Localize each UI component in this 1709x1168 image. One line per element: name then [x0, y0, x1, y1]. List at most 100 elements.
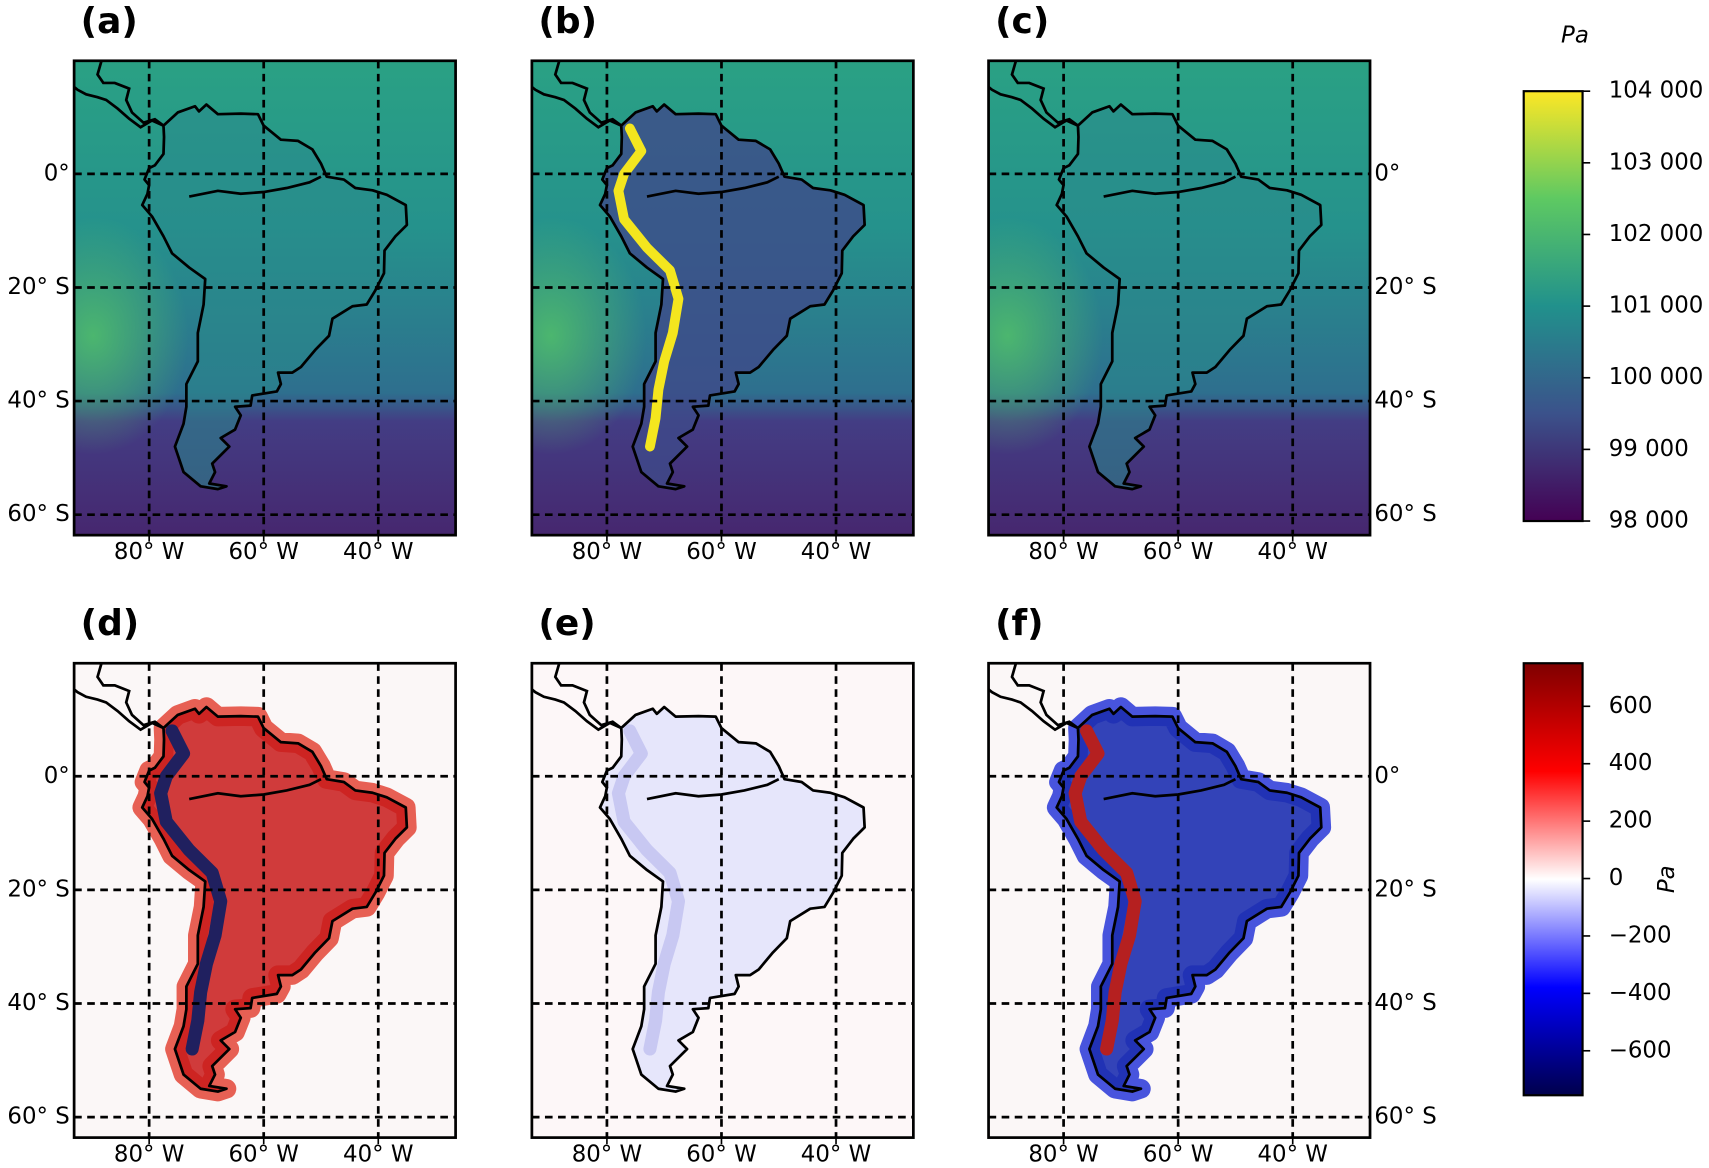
- colorbar-fill: [1522, 662, 1584, 1097]
- x-tick-label: 40° W: [1257, 539, 1327, 565]
- colorbar-tick-label: −400: [1609, 980, 1672, 1006]
- x-tick-label: 40° W: [1257, 1142, 1327, 1168]
- colorbar-tick-label: 98 000: [1609, 508, 1689, 534]
- panel-label: (d): [81, 603, 140, 644]
- coastline: [140, 103, 409, 491]
- y-tick-label: 40° S: [7, 388, 69, 414]
- x-tick-label: 60° W: [228, 1142, 298, 1168]
- coastline: [531, 687, 622, 732]
- x-tick-label: 40° W: [343, 1142, 413, 1168]
- colorbar-tick-label: −600: [1609, 1037, 1672, 1063]
- panel-label: (b): [538, 1, 597, 42]
- land: [142, 104, 407, 490]
- map-frame: [72, 59, 457, 537]
- x-tick-label: 40° W: [801, 539, 871, 565]
- map-content: [988, 663, 1371, 1138]
- x-tick-label: 40° W: [343, 539, 413, 565]
- coastline: [74, 85, 165, 129]
- x-tick-label: 80° W: [572, 539, 642, 565]
- y-tick-label: 40° S: [1374, 990, 1436, 1016]
- y-tick-label: 20° S: [7, 274, 69, 300]
- coastline: [598, 103, 866, 491]
- colorbar-tick-label: 104 000: [1609, 78, 1704, 104]
- x-tick-label: 40° W: [801, 1142, 871, 1168]
- colorbar-label: Pa: [1654, 865, 1680, 893]
- x-tick-label: 80° W: [572, 1142, 642, 1168]
- colorbar-tick-label: 99 000: [1609, 436, 1689, 462]
- panel-label: (f): [995, 603, 1044, 644]
- colorbar-tick-label: 100 000: [1609, 364, 1704, 390]
- coastline: [1010, 60, 1079, 127]
- map-content: [531, 60, 914, 536]
- x-tick-label: 60° W: [686, 1142, 756, 1168]
- colorbar-tick-label: 0: [1609, 865, 1624, 891]
- y-tick-label: 60° S: [7, 1104, 69, 1130]
- coastline: [531, 85, 622, 129]
- colorbar-tick-label: 400: [1609, 750, 1653, 776]
- map-frame: [72, 661, 457, 1139]
- coastline: [598, 705, 866, 1093]
- map-panel: 80° W 60° W 40° W (b): [530, 1, 915, 565]
- y-tick-label: 40° S: [7, 990, 69, 1016]
- land: [1056, 104, 1322, 490]
- map-frame: [987, 59, 1372, 537]
- y-tick-label: 0°: [1374, 763, 1400, 789]
- map-frame: [530, 661, 915, 1139]
- coastline: [96, 663, 165, 730]
- map-frame: [530, 59, 915, 537]
- map-panel: 80° W 60° W 40° W (e): [530, 603, 915, 1168]
- panel-label: (e): [538, 603, 595, 644]
- y-tick-label: 60° S: [1374, 501, 1436, 527]
- colorbar-fill: [1522, 90, 1584, 523]
- coastline: [988, 687, 1079, 732]
- colorbar-tick-label: 200: [1609, 808, 1653, 834]
- colorbar-tick-label: −200: [1609, 922, 1672, 948]
- coastline: [140, 705, 409, 1093]
- panel-label: (a): [81, 1, 138, 42]
- colorbar-tick-label: 101 000: [1609, 293, 1704, 319]
- x-tick-label: 60° W: [1143, 1142, 1213, 1168]
- coastline: [1055, 705, 1323, 1093]
- y-tick-label: 60° S: [7, 501, 69, 527]
- y-tick-label: 60° S: [1374, 1104, 1436, 1130]
- map-panel: 80° W 60° W 40° W 0° 20° S 40° S 60° S (c): [987, 1, 1437, 565]
- x-tick-label: 60° W: [228, 539, 298, 565]
- map-frame: [987, 661, 1372, 1139]
- map-content: [988, 60, 1371, 536]
- map-panel: 80° W 60° W 40° W 0° 20° S 40° S 60° S (d): [7, 603, 457, 1168]
- y-tick-label: 0°: [44, 160, 70, 186]
- y-tick-label: 0°: [44, 763, 70, 789]
- y-tick-label: 40° S: [1374, 388, 1436, 414]
- y-tick-label: 0°: [1374, 160, 1400, 186]
- land: [1056, 706, 1322, 1092]
- x-tick-label: 60° W: [686, 539, 756, 565]
- y-tick-label: 20° S: [7, 876, 69, 902]
- coastline: [1010, 663, 1079, 730]
- colorbar-tick-label: 103 000: [1609, 149, 1704, 175]
- map-panel: 80° W 60° W 40° W 0° 20° S 40° S 60° S (a): [7, 1, 457, 565]
- map-content: [74, 60, 456, 536]
- x-tick-label: 80° W: [114, 1142, 184, 1168]
- colorbar: 98 000 99 000 100 000 101 000 102 000 103 000…: [1522, 22, 1704, 534]
- colorbar-title: Pa: [1561, 22, 1589, 48]
- y-tick-label: 20° S: [1374, 876, 1436, 902]
- colorbar-tick-label: 600: [1609, 693, 1653, 719]
- land: [600, 104, 865, 490]
- x-tick-label: 80° W: [1028, 539, 1098, 565]
- map-content: [531, 663, 914, 1138]
- x-tick-label: 60° W: [1143, 539, 1213, 565]
- x-tick-label: 80° W: [114, 539, 184, 565]
- coastline: [74, 687, 165, 732]
- colorbar-tick-label: 102 000: [1609, 221, 1704, 247]
- x-tick-label: 80° W: [1028, 1142, 1098, 1168]
- coastline: [96, 60, 165, 127]
- map-panel: 80° W 60° W 40° W 0° 20° S 40° S 60° S (f): [987, 603, 1437, 1168]
- panel-label: (c): [995, 1, 1049, 42]
- coastline: [553, 60, 623, 127]
- coastline: [988, 85, 1079, 129]
- land: [142, 706, 407, 1092]
- colorbar: −600 −400 −200 0 200 400 600 Pa: [1522, 662, 1680, 1097]
- coastline: [1055, 103, 1323, 491]
- land: [600, 706, 865, 1092]
